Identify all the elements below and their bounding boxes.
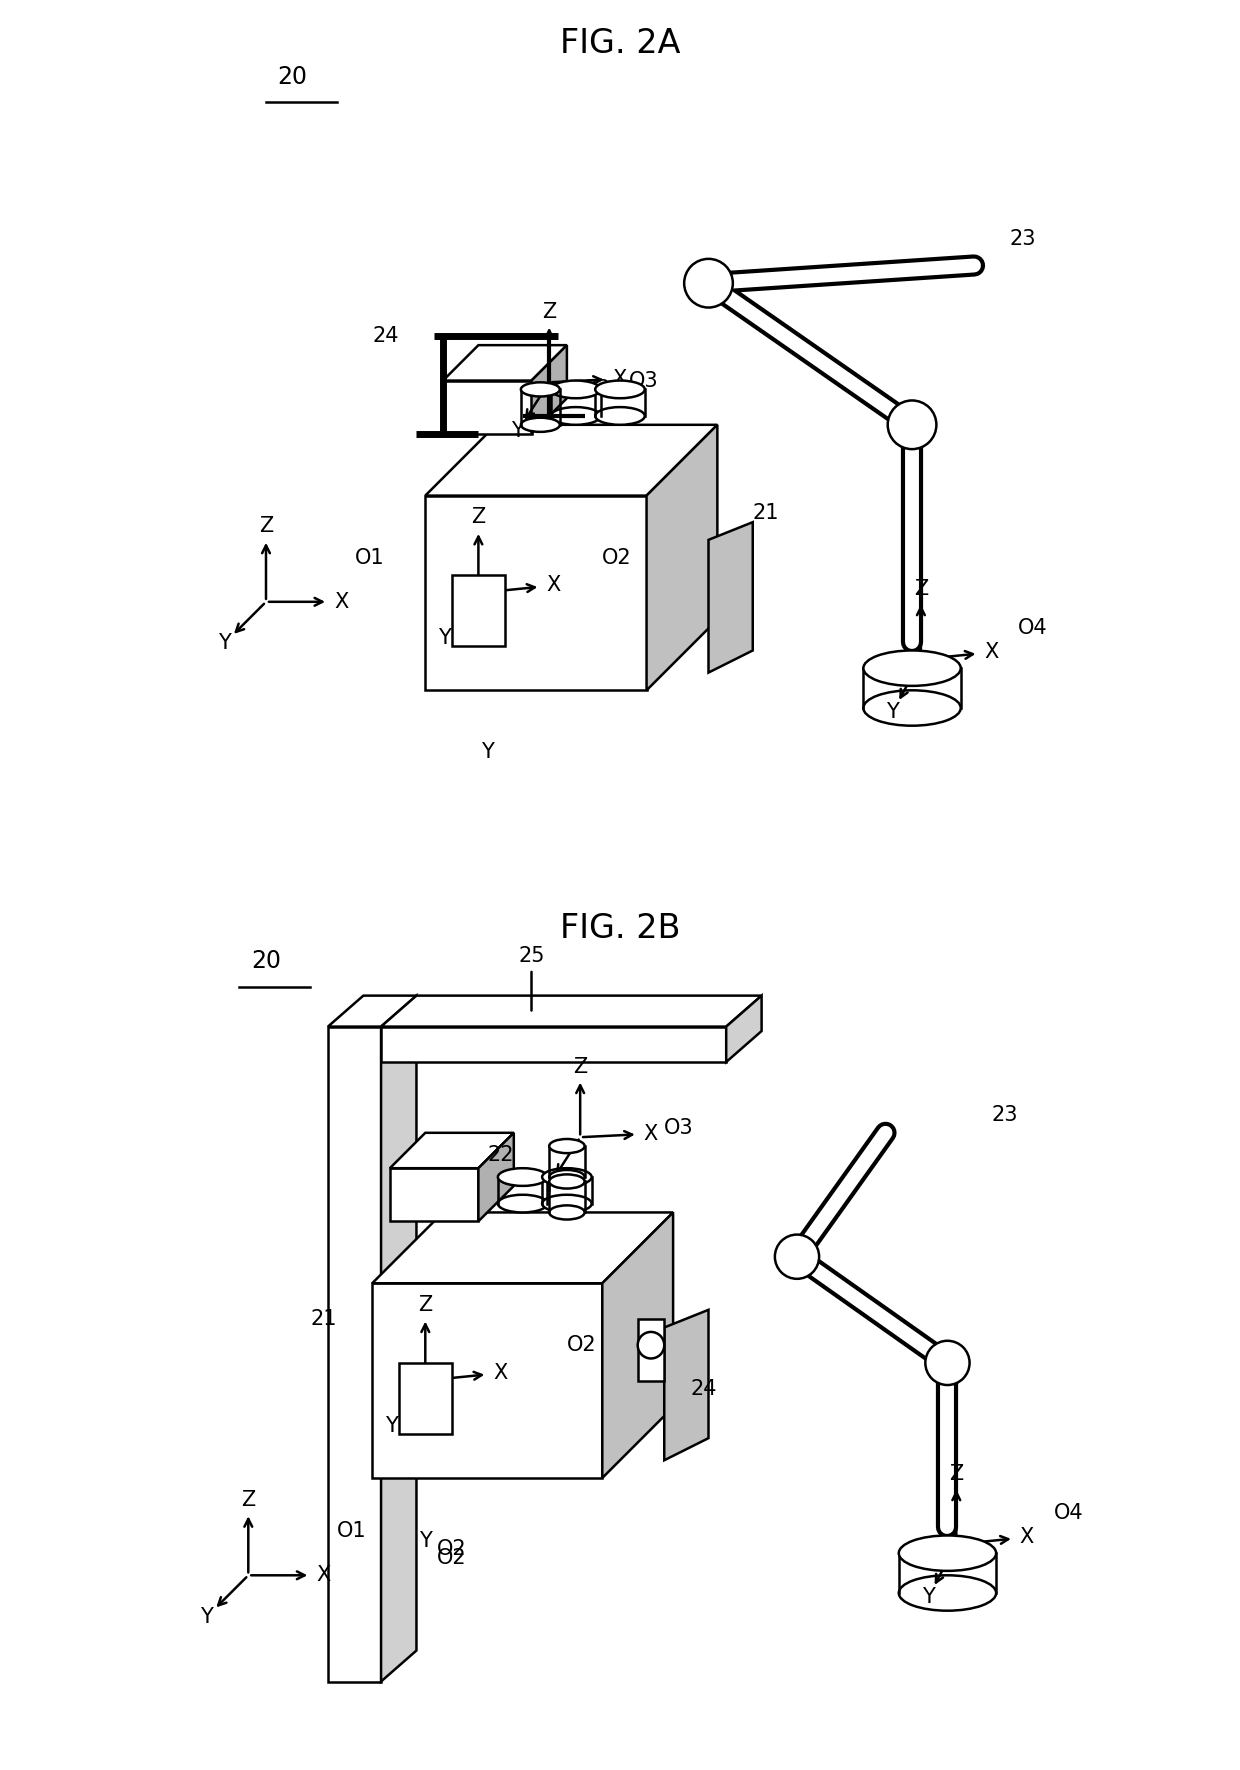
Polygon shape — [327, 995, 417, 1027]
Text: X: X — [335, 591, 348, 612]
Ellipse shape — [863, 650, 961, 685]
Text: O2: O2 — [603, 547, 632, 568]
Ellipse shape — [863, 690, 961, 726]
Ellipse shape — [637, 1331, 665, 1359]
Text: 23: 23 — [992, 1104, 1018, 1126]
Text: 20: 20 — [278, 64, 308, 88]
Polygon shape — [603, 1212, 673, 1478]
Text: FIG. 2B: FIG. 2B — [559, 912, 681, 945]
Polygon shape — [665, 1310, 708, 1460]
Ellipse shape — [549, 1170, 584, 1184]
Text: Y: Y — [542, 1177, 556, 1197]
Text: Z: Z — [542, 303, 557, 322]
Text: O4: O4 — [1054, 1503, 1084, 1524]
Text: Y: Y — [887, 703, 899, 722]
Ellipse shape — [684, 258, 733, 308]
Text: Z: Z — [418, 1296, 433, 1315]
Text: 23: 23 — [1009, 228, 1035, 250]
Polygon shape — [425, 425, 718, 496]
Text: 22: 22 — [584, 379, 611, 400]
Ellipse shape — [542, 1195, 591, 1212]
Text: Z: Z — [914, 579, 928, 598]
Ellipse shape — [551, 381, 600, 398]
Text: X: X — [494, 1363, 508, 1382]
Ellipse shape — [549, 1140, 584, 1154]
Text: X: X — [613, 368, 626, 389]
Polygon shape — [708, 522, 753, 673]
Ellipse shape — [899, 1536, 996, 1572]
Ellipse shape — [551, 407, 600, 425]
Text: Y: Y — [511, 421, 525, 441]
Ellipse shape — [498, 1168, 547, 1186]
Polygon shape — [372, 1212, 673, 1283]
Text: FIG. 2A: FIG. 2A — [559, 27, 681, 60]
Polygon shape — [381, 1027, 727, 1062]
Ellipse shape — [542, 1168, 591, 1186]
Text: Z: Z — [241, 1490, 255, 1510]
Text: Y: Y — [419, 1531, 432, 1551]
Text: O3: O3 — [665, 1119, 694, 1138]
Polygon shape — [389, 1133, 513, 1168]
Text: 24: 24 — [691, 1379, 717, 1400]
Text: Y: Y — [384, 1416, 398, 1435]
Polygon shape — [479, 1133, 513, 1221]
Ellipse shape — [521, 418, 559, 432]
Polygon shape — [425, 496, 646, 690]
Text: 21: 21 — [310, 1308, 337, 1329]
Text: 21: 21 — [753, 503, 779, 524]
Polygon shape — [443, 381, 532, 434]
Text: Y: Y — [201, 1607, 213, 1627]
Ellipse shape — [595, 407, 645, 425]
Text: O3: O3 — [629, 370, 658, 391]
Polygon shape — [389, 1168, 479, 1221]
Polygon shape — [646, 425, 718, 690]
Ellipse shape — [595, 381, 645, 398]
Text: O2: O2 — [436, 1538, 466, 1559]
Text: Z: Z — [471, 508, 486, 527]
Text: X: X — [316, 1565, 331, 1586]
Polygon shape — [399, 1363, 451, 1434]
Ellipse shape — [775, 1235, 820, 1278]
Polygon shape — [532, 345, 567, 434]
Text: Z: Z — [949, 1464, 963, 1483]
Text: Y: Y — [481, 742, 494, 763]
Ellipse shape — [888, 400, 936, 450]
Ellipse shape — [498, 1195, 547, 1212]
Text: Y: Y — [218, 634, 231, 653]
Text: O1: O1 — [355, 547, 384, 568]
Text: X: X — [985, 643, 998, 662]
Text: Z: Z — [259, 517, 273, 536]
Text: Y: Y — [921, 1588, 935, 1607]
Polygon shape — [443, 345, 567, 381]
Polygon shape — [637, 1319, 665, 1381]
Text: 25: 25 — [518, 945, 544, 966]
Polygon shape — [372, 1283, 603, 1478]
Text: X: X — [644, 1124, 657, 1143]
Ellipse shape — [549, 1175, 584, 1189]
Text: 22: 22 — [487, 1145, 513, 1165]
Polygon shape — [727, 995, 761, 1062]
Polygon shape — [327, 1027, 381, 1682]
Text: Z: Z — [573, 1057, 588, 1076]
Text: O1: O1 — [337, 1520, 367, 1542]
Text: Y: Y — [438, 628, 451, 648]
Text: X: X — [547, 575, 562, 595]
Text: O4: O4 — [1018, 618, 1048, 639]
Ellipse shape — [925, 1342, 970, 1384]
Ellipse shape — [899, 1575, 996, 1611]
Text: X: X — [1019, 1528, 1034, 1547]
Text: O2: O2 — [567, 1335, 596, 1356]
Text: 20: 20 — [250, 949, 281, 974]
Text: 24: 24 — [372, 326, 399, 347]
Polygon shape — [381, 995, 417, 1682]
Ellipse shape — [521, 382, 559, 396]
Polygon shape — [451, 575, 505, 646]
Polygon shape — [381, 995, 761, 1027]
Ellipse shape — [549, 1205, 584, 1220]
Text: O2: O2 — [436, 1547, 466, 1568]
